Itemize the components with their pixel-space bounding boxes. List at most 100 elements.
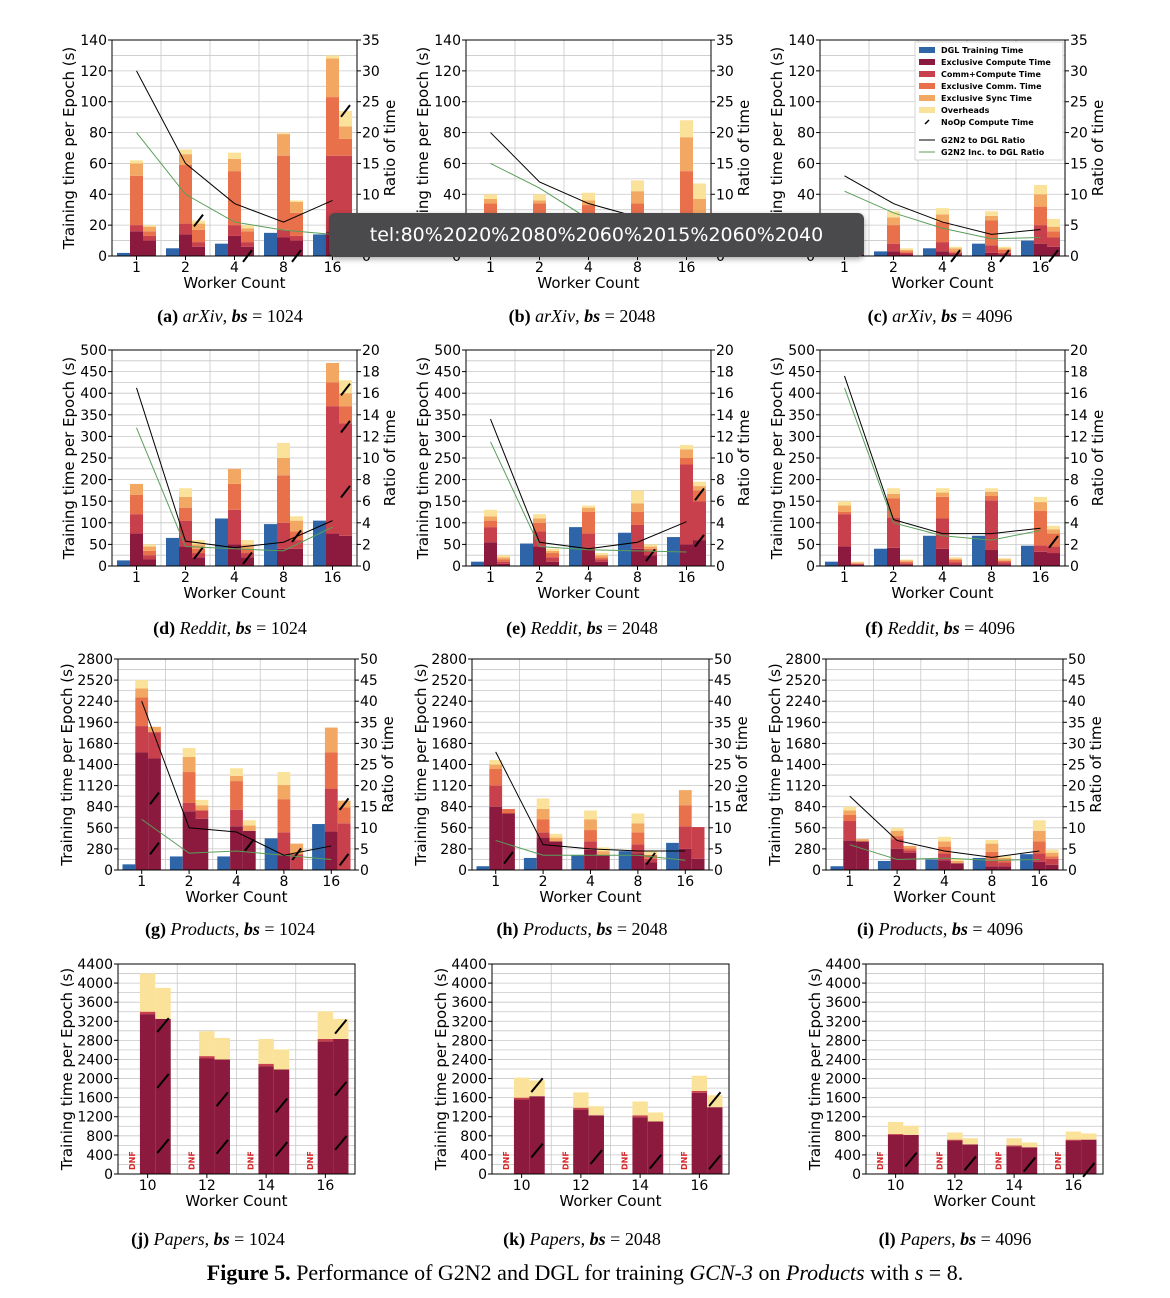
y-tick-label: 400 <box>80 386 107 402</box>
y2-tick-label: 30 <box>1070 64 1088 80</box>
y-tick-label: 100 <box>80 516 107 532</box>
bar-g2n2-inc-segment <box>998 248 1011 250</box>
dnf-label: DNF <box>876 1151 885 1170</box>
bar-g2n2-inc-segment <box>241 548 254 554</box>
bar-g2n2-segment <box>135 697 149 727</box>
ratio-line <box>844 175 1041 235</box>
bar-g2n2-segment <box>536 819 550 833</box>
y-tick-label: 2520 <box>431 673 467 689</box>
y2-axis-label: Ratio of time <box>379 716 397 812</box>
y-tick-label: 0 <box>812 863 821 879</box>
y-tick-label: 4400 <box>451 957 487 973</box>
bar-g2n2-segment <box>1065 1139 1082 1141</box>
bar-g2n2-inc-segment <box>546 548 559 551</box>
bar-g2n2-segment <box>584 830 597 842</box>
y-tick-label: 4400 <box>825 957 861 973</box>
bar-g2n2-segment <box>838 546 851 566</box>
bar-g2n2-segment <box>277 132 290 135</box>
bar-g2n2-inc-segment <box>644 858 658 863</box>
bar-g2n2-inc-segment <box>693 183 706 199</box>
figure-caption: Figure 5. Performance of G2N2 and DGL fo… <box>207 1260 963 1285</box>
subcaption-part: arXiv <box>892 306 932 326</box>
bar-g2n2-segment <box>139 1011 156 1015</box>
subcaption-part: = 1024 <box>260 919 315 939</box>
noop-marker <box>1082 1162 1096 1178</box>
bar-g2n2-segment <box>489 806 503 870</box>
bar-dgl <box>874 251 887 256</box>
x-tick-label: 8 <box>633 260 642 276</box>
y2-tick-label: 16 <box>716 386 734 402</box>
bar-g2n2-inc-segment <box>497 559 510 562</box>
bar-g2n2-inc-segment <box>290 202 303 213</box>
x-tick-label: 10 <box>513 1178 531 1194</box>
noop-marker <box>503 851 514 865</box>
y-tick-label: 50 <box>797 537 815 553</box>
legend-label: Exclusive Comm. Time <box>941 82 1042 91</box>
bar-dgl <box>925 859 939 870</box>
x-tick-label: 16 <box>678 260 696 276</box>
y-tick-label: 2400 <box>77 1052 113 1068</box>
y2-tick-label: 5 <box>1070 218 1079 234</box>
bar-g2n2-inc-segment <box>195 818 209 870</box>
y-tick-label: 0 <box>852 1167 861 1183</box>
y2-tick-label: 4 <box>716 516 725 532</box>
bar-g2n2-segment <box>1032 820 1046 831</box>
bar-g2n2-segment <box>680 449 693 458</box>
y-tick-label: 250 <box>434 451 461 467</box>
bar-g2n2-segment <box>838 501 851 506</box>
bar-g2n2-segment <box>936 242 949 252</box>
bar-g2n2-segment <box>1034 510 1047 546</box>
ratio-line <box>495 751 686 852</box>
bar-dgl <box>520 543 533 566</box>
y2-tick-label: 0 <box>714 863 723 879</box>
y2-tick-label: 20 <box>362 343 380 359</box>
ratio-inc-line <box>141 818 332 860</box>
bar-g2n2-inc-segment <box>290 240 303 256</box>
x-tick-label: 16 <box>1032 260 1050 276</box>
bar-g2n2-inc-segment <box>1047 553 1060 566</box>
bar-g2n2-inc-segment <box>903 852 917 870</box>
y2-tick-label: 30 <box>714 736 732 752</box>
subcaption-part: bs <box>587 618 603 638</box>
bar-g2n2-inc-segment <box>998 562 1011 565</box>
bar-g2n2-segment <box>1006 1145 1022 1147</box>
bar-g2n2-segment <box>179 546 192 566</box>
bar-g2n2-inc-segment <box>595 559 608 562</box>
bar-g2n2-segment <box>631 512 644 525</box>
y-tick-label: 60 <box>797 156 815 172</box>
bar-g2n2-segment <box>230 826 243 870</box>
x-tick-label: 4 <box>586 874 595 890</box>
bar-g2n2-segment <box>1034 243 1047 256</box>
bar-g2n2-inc-segment <box>900 563 913 565</box>
bar-g2n2-segment <box>887 251 900 256</box>
y-tick-label: 50 <box>89 537 107 553</box>
bar-g2n2-inc-segment <box>903 848 917 851</box>
y-tick-label: 350 <box>80 408 107 424</box>
bar-g2n2-segment <box>324 727 338 753</box>
y2-tick-label: 45 <box>714 673 732 689</box>
bar-dgl <box>264 524 277 566</box>
ratio-inc-line <box>136 132 333 235</box>
y2-tick-label: 20 <box>716 343 734 359</box>
y-tick-label: 400 <box>434 386 461 402</box>
y-tick-label: 0 <box>458 863 467 879</box>
y2-tick-label: 4 <box>1070 516 1079 532</box>
legend-label: G2N2 Inc. to DGL Ratio <box>941 148 1045 157</box>
bar-g2n2-inc-segment <box>192 544 205 549</box>
bar-g2n2-segment <box>139 973 156 1012</box>
y2-tick-label: 10 <box>716 187 734 203</box>
noop-marker <box>156 1073 170 1089</box>
bar-g2n2-segment <box>936 496 949 519</box>
bar-g2n2-segment <box>317 1041 334 1174</box>
chart-panel-10: DNF DNF DNF DNF 0 400 800 1200 1600 2000 2400 2800 3… <box>432 957 730 1250</box>
bar-g2n2-segment <box>513 1077 530 1098</box>
y2-axis-label: Ratio of time <box>381 410 399 506</box>
y-tick-label: 100 <box>434 516 461 532</box>
noop-marker <box>156 1017 170 1033</box>
caption-part-0: Performance of G2N2 and DGL for training <box>296 1260 689 1285</box>
bar-g2n2-segment <box>887 1133 904 1135</box>
bar-g2n2-segment <box>277 475 290 523</box>
y-tick-label: 3200 <box>451 1014 487 1030</box>
bar-g2n2-segment <box>843 810 857 815</box>
x-tick-label: 8 <box>279 570 288 586</box>
